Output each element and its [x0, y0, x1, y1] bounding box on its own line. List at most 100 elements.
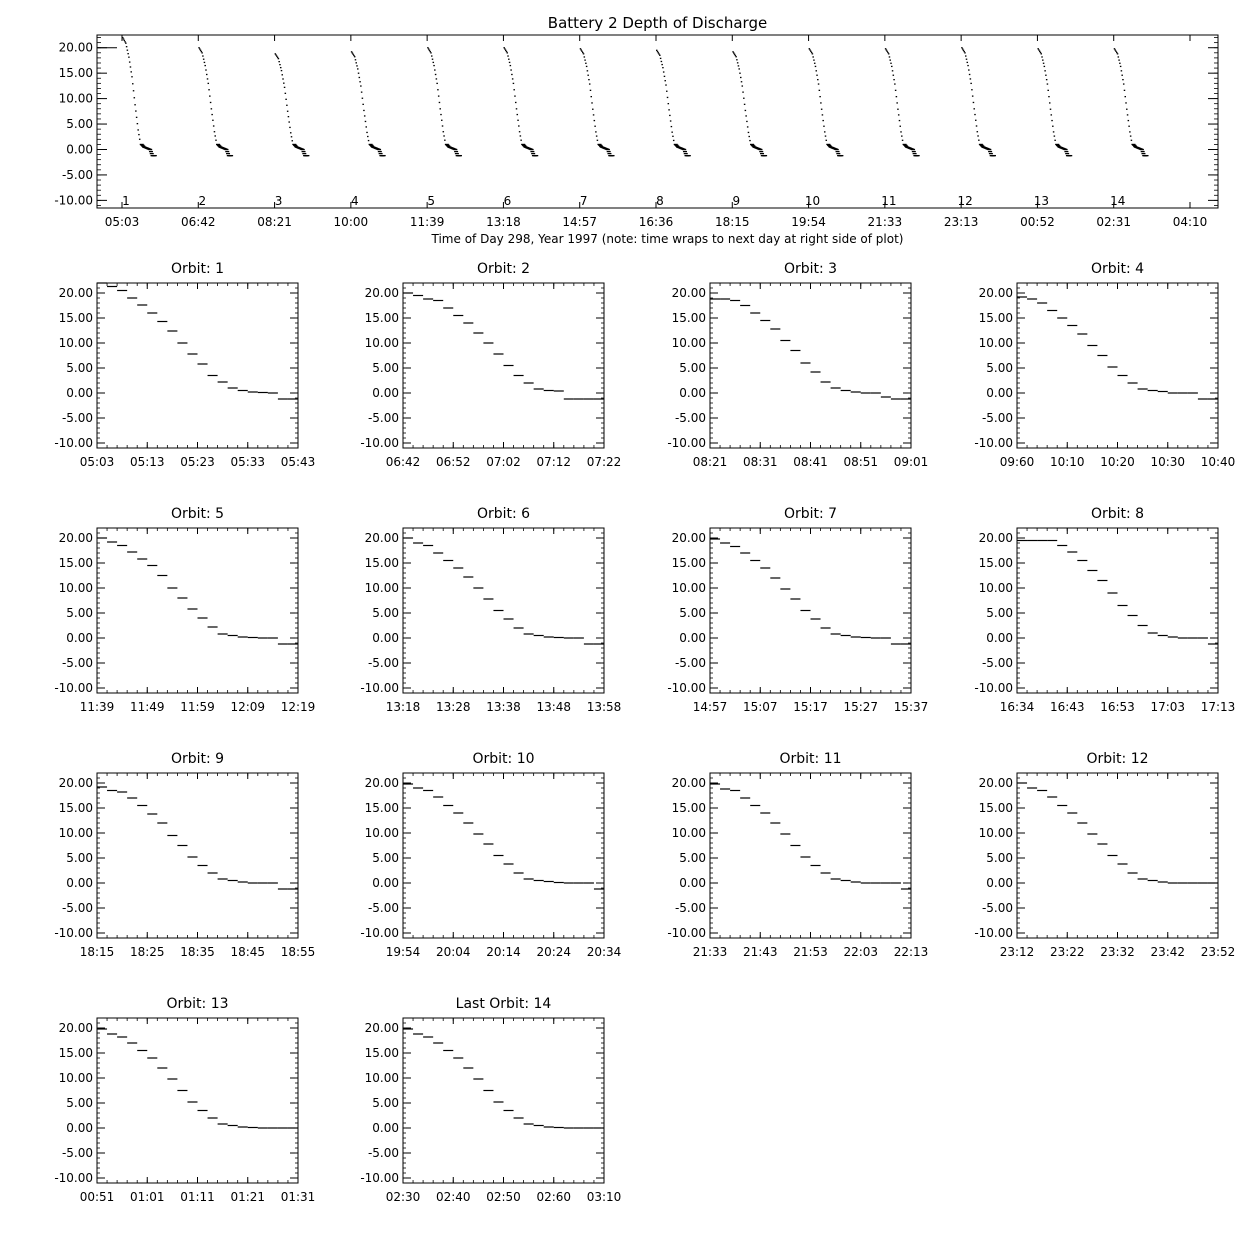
- main-discharge-point: [293, 145, 298, 147]
- main-discharge-point: [457, 154, 462, 157]
- main-discharge-point: [427, 47, 429, 49]
- main-discharge-point: [140, 144, 145, 146]
- orbit-x-tick-label: 07:02: [486, 455, 521, 469]
- main-discharge-point: [664, 80, 666, 82]
- main-discharge-point: [138, 138, 141, 140]
- main-discharge-point: [302, 152, 307, 155]
- main-discharge-point: [743, 103, 746, 106]
- main-discharge-point: [225, 150, 230, 153]
- main-discharge-point: [750, 143, 755, 146]
- orbit-x-tick-label: 07:12: [536, 455, 571, 469]
- main-discharge-point: [130, 71, 132, 73]
- main-discharge-point: [274, 53, 277, 55]
- main-discharge-point: [1038, 50, 1041, 52]
- orbit-number-marker: 4: [351, 194, 359, 208]
- main-discharge-point: [278, 60, 280, 63]
- main-discharge-point: [825, 139, 828, 141]
- main-x-tick-label: 13:18: [486, 215, 521, 229]
- main-discharge-point: [683, 152, 688, 155]
- main-discharge-point: [893, 78, 895, 81]
- main-discharge-point: [282, 78, 284, 80]
- orbit-y-tick-label: 5.00: [986, 361, 1013, 375]
- main-y-tick-label: 20.00: [59, 41, 93, 55]
- main-discharge-point: [139, 143, 144, 146]
- main-discharge-point: [510, 69, 512, 71]
- main-discharge-point: [210, 108, 213, 110]
- main-discharge-point: [661, 63, 663, 66]
- main-discharge-point: [763, 154, 768, 157]
- main-discharge-point: [445, 144, 450, 146]
- orbit-number-marker: 9: [732, 194, 740, 208]
- orbit-number-marker: 10: [805, 194, 820, 208]
- main-discharge-point: [506, 52, 509, 54]
- main-discharge-point: [1123, 89, 1126, 91]
- main-discharge-point: [358, 76, 361, 79]
- orbit-x-tick-label: 13:58: [587, 700, 622, 714]
- orbit-y-tick-label: 20.00: [672, 286, 706, 300]
- main-discharge-point: [369, 144, 374, 146]
- main-discharge-point: [133, 97, 136, 99]
- main-x-tick-label: 10:00: [334, 215, 369, 229]
- main-discharge-point: [212, 125, 215, 127]
- main-discharge-point: [1122, 78, 1124, 81]
- orbit-y-tick-label: 0.00: [66, 631, 93, 645]
- main-discharge-point: [659, 54, 661, 56]
- main-discharge-point: [509, 64, 512, 67]
- orbit-x-tick-label: 21:43: [743, 945, 778, 959]
- main-discharge-point: [598, 144, 603, 146]
- orbit-y-tick-label: 15.00: [59, 801, 93, 815]
- main-discharge-point: [822, 119, 824, 122]
- orbit-y-tick-label: 5.00: [679, 361, 706, 375]
- main-discharge-point: [812, 56, 814, 58]
- main-discharge-point: [1042, 59, 1044, 61]
- orbit-y-tick-label: 15.00: [59, 1046, 93, 1060]
- orbit-panel: Orbit: 1 20.00 15.00 10.00 5.00 0.00 -5.00 -10.…: [54, 261, 315, 469]
- main-discharge-point: [904, 145, 909, 147]
- orbit-x-tick-label: 11:59: [180, 700, 215, 714]
- main-discharge-point: [991, 154, 996, 157]
- main-discharge-point: [901, 139, 904, 141]
- main-discharge-point: [352, 53, 354, 55]
- main-discharge-point: [216, 144, 221, 146]
- main-discharge-point: [820, 102, 822, 104]
- orbit-x-tick-label: 14:57: [693, 700, 728, 714]
- orbit-panel-title: Last Orbit: 14: [456, 996, 552, 1012]
- main-discharge-point: [204, 64, 206, 67]
- orbit-y-tick-label: -5.00: [675, 901, 706, 915]
- orbit-x-tick-label: 16:43: [1050, 700, 1085, 714]
- main-discharge-point: [592, 114, 595, 116]
- main-discharge-point: [1126, 114, 1129, 116]
- main-discharge-point: [742, 91, 744, 93]
- main-discharge-point: [1120, 70, 1123, 72]
- orbit-y-tick-label: 15.00: [59, 556, 93, 570]
- main-discharge-point: [814, 65, 817, 68]
- main-discharge-point: [1140, 150, 1145, 153]
- main-discharge-point: [735, 56, 737, 58]
- main-x-tick-label: 11:39: [410, 215, 445, 229]
- orbit-y-tick-label: -5.00: [982, 901, 1013, 915]
- main-discharge-point: [902, 143, 907, 146]
- orbit-y-tick-label: 15.00: [979, 311, 1013, 325]
- main-discharge-point: [1038, 49, 1040, 51]
- main-discharge-point: [1039, 51, 1042, 54]
- main-x-tick-label: 00:52: [1020, 215, 1055, 229]
- main-discharge-point: [1126, 108, 1128, 110]
- orbit-x-tick-label: 23:52: [1201, 945, 1236, 959]
- main-x-tick-label: 08:21: [257, 215, 292, 229]
- main-discharge-point: [979, 144, 984, 146]
- main-discharge-point: [595, 135, 598, 137]
- main-x-axis-label: Time of Day 298, Year 1997 (note: time w…: [431, 232, 904, 246]
- orbit-y-tick-label: -10.00: [54, 926, 93, 940]
- orbit-panel: Orbit: 13 20.00 15.00 10.00 5.00 0.00 -5.00 -10…: [54, 996, 315, 1204]
- main-discharge-point: [912, 152, 917, 155]
- main-discharge-point: [976, 131, 979, 133]
- main-discharge-point: [973, 108, 975, 110]
- orbit-y-tick-label: 5.00: [679, 851, 706, 865]
- main-discharge-point: [1068, 154, 1073, 157]
- orbit-y-tick-label: -5.00: [62, 656, 93, 670]
- main-discharge-point: [444, 139, 446, 141]
- main-discharge-point: [377, 150, 382, 153]
- main-discharge-point: [596, 139, 599, 141]
- orbit-x-tick-label: 21:53: [793, 945, 828, 959]
